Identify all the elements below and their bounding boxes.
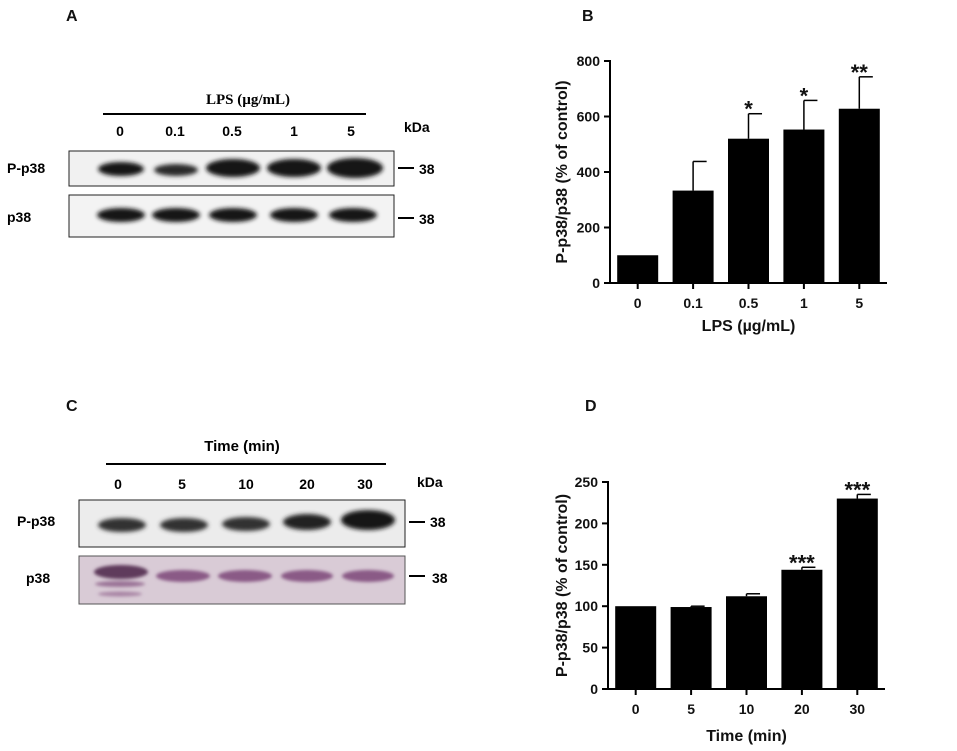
- significance-marker: *: [744, 97, 753, 122]
- significance-marker: ***: [789, 550, 815, 575]
- blot-band: [342, 570, 394, 582]
- x-tick-label: 0.5: [739, 295, 759, 311]
- y-tick-label: 250: [575, 474, 599, 490]
- blot-a-row-label: p38: [7, 209, 31, 225]
- blot-a-lane-label: 0.5: [222, 123, 242, 139]
- bar: [783, 129, 825, 283]
- blot-band: [97, 208, 145, 222]
- blot-a-treatment-label: LPS (µg/mL): [206, 92, 290, 108]
- blot-band: [98, 591, 142, 597]
- panel-letter-b: B: [582, 8, 594, 25]
- blot-c-treatment-label: Time (min): [204, 438, 280, 455]
- blot-c-lane-label: 20: [299, 476, 315, 492]
- panel-letter-d: D: [585, 398, 597, 415]
- x-tick-label: 0: [634, 295, 642, 311]
- blot-band: [209, 208, 257, 222]
- blot-band: [95, 581, 145, 587]
- bar-chart-b: 0 200 400 600 800 0 0.1 * 0.5 * 1 ** 5 LPS (µg/mL) P-p…: [554, 53, 887, 335]
- y-tick-label: 50: [582, 640, 598, 656]
- y-axis-label: P-p38/p38 (% of control): [554, 494, 571, 677]
- bar-chart-d: 0 50 100 150 200 250 0 5 10 *** 20 *** 30 Time (min) P…: [554, 474, 885, 745]
- y-tick-label: 400: [577, 164, 601, 180]
- blot-band: [98, 518, 146, 532]
- bar: [781, 569, 823, 689]
- x-axis-label: Time (min): [706, 728, 787, 745]
- blot-c-lane-label: 0: [114, 476, 122, 492]
- bar: [836, 498, 878, 689]
- blot-band: [156, 570, 210, 582]
- blot-band: [152, 208, 200, 222]
- blot-c-marker: 38: [432, 570, 448, 586]
- blot-band: [341, 510, 395, 530]
- blot-band: [94, 565, 148, 579]
- blot-band: [327, 158, 383, 178]
- y-tick-label: 800: [577, 53, 601, 69]
- significance-marker: *: [800, 83, 809, 108]
- y-axis-label: P-p38/p38 (% of control): [554, 80, 571, 263]
- blot-a-kda-label: kDa: [404, 119, 430, 135]
- x-tick-label: 30: [850, 701, 866, 717]
- x-tick-label: 0: [632, 701, 640, 717]
- x-tick-label: 5: [855, 295, 863, 311]
- blot-band: [98, 162, 144, 176]
- y-tick-label: 150: [575, 557, 599, 573]
- bar: [838, 108, 880, 283]
- blot-c-row-label: p38: [26, 570, 50, 586]
- y-tick-label: 200: [577, 220, 601, 236]
- western-blot-c: Time (min) 0 5 10 20 30 kDa P-p38 p38 38…: [17, 438, 448, 605]
- blot-band: [283, 514, 331, 530]
- bar: [615, 606, 657, 689]
- blot-band: [154, 164, 198, 176]
- x-axis-label: LPS (µg/mL): [702, 318, 796, 335]
- blot-a-lane-label: 0.1: [165, 123, 185, 139]
- blot-c-lane-label: 5: [178, 476, 186, 492]
- significance-marker: **: [851, 60, 869, 85]
- x-tick-label: 20: [794, 701, 810, 717]
- panel-letter-c: C: [66, 398, 78, 415]
- blot-c-kda-label: kDa: [417, 474, 443, 490]
- x-tick-label: 5: [687, 701, 695, 717]
- blot-a-lane-label: 5: [347, 123, 355, 139]
- blot-c-row-label: P-p38: [17, 513, 55, 529]
- bar: [617, 255, 659, 283]
- bar: [672, 190, 714, 283]
- blot-band: [218, 570, 272, 582]
- x-tick-label: 10: [739, 701, 755, 717]
- blot-band: [281, 570, 333, 582]
- y-tick-label: 0: [590, 681, 598, 697]
- y-tick-label: 600: [577, 109, 601, 125]
- x-tick-label: 0.1: [683, 295, 703, 311]
- blot-c-lane-label: 30: [357, 476, 373, 492]
- blot-a-lane-label: 0: [116, 123, 124, 139]
- blot-band: [222, 517, 270, 531]
- bar: [670, 607, 712, 689]
- blot-c-marker: 38: [430, 514, 446, 530]
- blot-a-marker: 38: [419, 211, 435, 227]
- blot-a-row-label: P-p38: [7, 160, 45, 176]
- blot-band: [329, 208, 377, 222]
- western-blot-a: LPS (µg/mL) 0 0.1 0.5 1 5 kDa P-p38 p38 …: [7, 92, 435, 238]
- blot-a-lane-label: 1: [290, 123, 298, 139]
- blot-band: [270, 208, 318, 222]
- blot-band: [160, 518, 208, 532]
- bar: [728, 138, 769, 283]
- panel-letter-a: A: [66, 8, 78, 25]
- x-tick-label: 1: [800, 295, 808, 311]
- bar: [726, 596, 767, 689]
- y-tick-label: 100: [575, 598, 599, 614]
- y-tick-label: 200: [575, 515, 599, 531]
- significance-marker: ***: [844, 477, 870, 502]
- blot-c-lane-label: 10: [238, 476, 254, 492]
- blot-band: [267, 159, 321, 177]
- y-tick-label: 0: [592, 275, 600, 291]
- blot-a-marker: 38: [419, 161, 435, 177]
- blot-band: [206, 159, 260, 177]
